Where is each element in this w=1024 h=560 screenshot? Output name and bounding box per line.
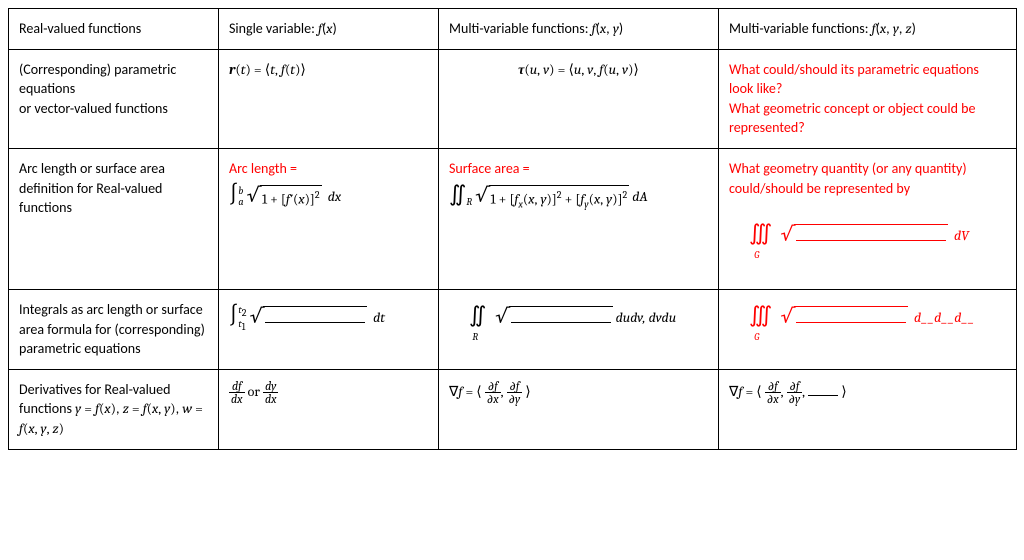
arc-c2: Arc length = ∫ba √1 + [f′(x)]2 dx: [219, 148, 439, 289]
arc-c3-label: Surface area =: [449, 160, 530, 177]
deriv-c2-or: or: [248, 383, 263, 400]
intp-c2: ∫t2t1 √ dt: [219, 289, 439, 369]
header-c4-text: Multi-variable functions: f(x, y, z): [729, 20, 916, 37]
row-parametric: (Corresponding) parametric equationsor v…: [9, 49, 1017, 148]
header-c3-text: Multi-variable functions: f(x, y): [449, 20, 623, 37]
arc-c2-integral: ∫ba √1 + [f′(x)]2 dx: [229, 188, 341, 205]
header-c1: Real-valued functions: [9, 9, 219, 50]
intp-c4: ∭G √ d__d__d__: [719, 289, 1017, 369]
deriv-c3-close: ⟩: [525, 383, 530, 400]
intp-c4-int: ∭G √ d__d__d__: [729, 309, 974, 326]
deriv-c4-f2num: ∂f: [787, 380, 803, 393]
arc-c3-dA: dA: [632, 188, 647, 205]
deriv-c2-f1den: dx: [229, 393, 245, 405]
header-c3: Multi-variable functions: f(x, y): [439, 9, 719, 50]
intp-c3-int: ∬R √ dudv, dvdu: [449, 309, 676, 326]
intp-c3-d: dudv, dvdu: [616, 309, 677, 326]
arc-c3-sub: R: [466, 195, 472, 207]
deriv-c2-expr: dfdx or dydx: [229, 383, 278, 400]
deriv-c3-f1den: ∂x: [485, 393, 501, 405]
deriv-c4-close: ⟩: [841, 383, 846, 400]
header-c1-text: Real-valued functions: [19, 20, 141, 37]
intp-c4-sub: G: [754, 331, 759, 343]
row-arc-surface: Arc length or surface area definition fo…: [9, 148, 1017, 289]
header-c2-text: Single variable: f(x): [229, 20, 337, 37]
deriv-c2-f2den: dx: [263, 393, 279, 405]
arc-c4-integral: ∭G √ dV: [729, 227, 969, 244]
deriv-c3-f2num: ∂f: [507, 380, 523, 393]
arc-c2-lower: a: [238, 196, 243, 208]
param-c4-q2: What geometric concept or object could b…: [729, 100, 975, 137]
param-c2-eqn: r(t) = ⟨t, f(t)⟩: [229, 61, 306, 78]
param-c4: What could/should its parametric equatio…: [719, 49, 1017, 148]
deriv-c3-expr: ∇f = ⟨ ∂f∂x, ∂f∂y ⟩: [449, 383, 531, 400]
arc-c3: Surface area = ∬R √1 + [fx(x, y)]2 + [fy…: [439, 148, 719, 289]
intp-c1: Integrals as arc length or surface area …: [9, 289, 219, 369]
intp-c2-int: ∫t2t1 √ dt: [229, 309, 385, 326]
arc-c4: What geometry quantity (or any quantity)…: [719, 148, 1017, 289]
deriv-c1: Derivatives for Real-valued functions y …: [9, 369, 219, 449]
deriv-c2-f1num: df: [229, 380, 245, 393]
deriv-c4-expr: ∇f = ⟨ ∂f∂x, ∂f∂y, ⟩: [729, 383, 847, 400]
deriv-c4: ∇f = ⟨ ∂f∂x, ∂f∂y, ⟩: [719, 369, 1017, 449]
deriv-c4-f1den: ∂x: [765, 393, 781, 405]
param-c3: τ(u, v) = ⟨u, v, f(u, v)⟩: [439, 49, 719, 148]
intp-c3-sub: R: [472, 331, 478, 343]
arc-c4-q: What geometry quantity (or any quantity)…: [729, 160, 967, 197]
param-c1: (Corresponding) parametric equationsor v…: [9, 49, 219, 148]
arc-c4-dV: dV: [954, 227, 969, 244]
header-c4: Multi-variable functions: f(x, y, z): [719, 9, 1017, 50]
param-c3-eqn: τ(u, v) = ⟨u, v, f(u, v)⟩: [518, 61, 639, 78]
deriv-c4-f1num: ∂f: [765, 380, 781, 393]
arc-c1: Arc length or surface area definition fo…: [9, 148, 219, 289]
arc-c4-sub: G: [754, 249, 759, 261]
row-derivatives: Derivatives for Real-valued functions y …: [9, 369, 1017, 449]
deriv-c3-f2den: ∂y: [507, 393, 523, 405]
param-c4-q1: What could/should its parametric equatio…: [729, 61, 979, 98]
deriv-c2-f2num: dy: [263, 380, 279, 393]
deriv-c4-f2den: ∂y: [787, 393, 803, 405]
deriv-c3: ∇f = ⟨ ∂f∂x, ∂f∂y ⟩: [439, 369, 719, 449]
arc-c2-label: Arc length =: [229, 160, 297, 177]
table-header-row: Real-valued functions Single variable: f…: [9, 9, 1017, 50]
intp-c3: ∬R √ dudv, dvdu: [439, 289, 719, 369]
arc-c3-integral: ∬R √1 + [fx(x, y)]2 + [fy(x, y)]2 dA: [449, 188, 648, 205]
header-c2: Single variable: f(x): [219, 9, 439, 50]
intp-c2-dt: dt: [373, 309, 385, 326]
intp-c4-d: d__d__d__: [914, 309, 974, 326]
param-c2: r(t) = ⟨t, f(t)⟩: [219, 49, 439, 148]
calculus-comparison-table: Real-valued functions Single variable: f…: [8, 8, 1017, 450]
arc-c2-dx: dx: [325, 188, 342, 205]
deriv-c2: dfdx or dydx: [219, 369, 439, 449]
row-int-param: Integrals as arc length or surface area …: [9, 289, 1017, 369]
deriv-c3-f1num: ∂f: [485, 380, 501, 393]
